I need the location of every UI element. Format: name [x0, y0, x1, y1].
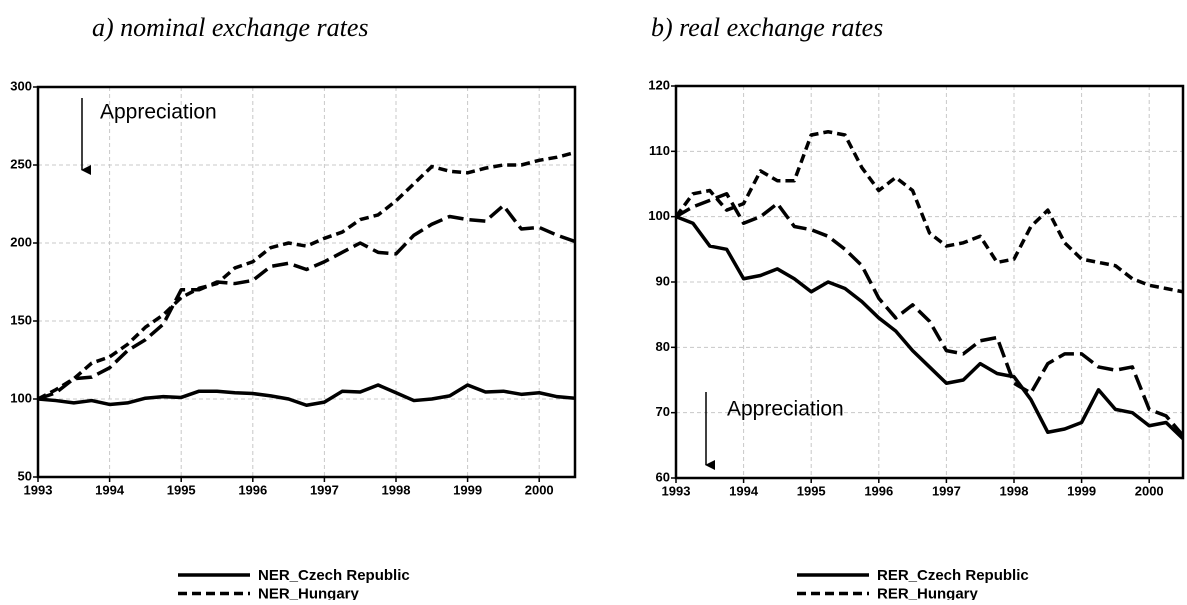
chart-title: a) nominal exchange rates	[92, 13, 369, 42]
annotation: Appreciation	[100, 101, 217, 124]
x-tick-label: 1997	[310, 482, 339, 497]
series-line	[676, 215, 1183, 441]
y-tick-label: 70	[656, 404, 670, 419]
y-tick-label: 120	[648, 77, 670, 92]
series-line	[38, 150, 575, 401]
annotation: Appreciation	[727, 398, 844, 421]
x-tick-label: 2000	[1135, 483, 1164, 498]
y-tick-label: 150	[10, 312, 32, 327]
x-tick-label: 1994	[729, 483, 759, 498]
y-tick-label: 80	[656, 339, 670, 354]
chart-title: b) real exchange rates	[651, 13, 883, 42]
y-tick-label: 110	[649, 143, 670, 158]
y-tick-label: 90	[656, 273, 670, 288]
plot-frame	[36, 85, 577, 479]
x-tick-label: 1993	[662, 483, 691, 498]
y-tick-label: 300	[10, 78, 32, 93]
x-tick-label: 1998	[382, 482, 411, 497]
series-line	[676, 192, 1183, 437]
y-tick-label: 100	[10, 390, 32, 405]
legend-label: RER_Hungary	[877, 585, 979, 600]
plot-frame	[674, 84, 1185, 480]
x-tick-label: 2000	[525, 482, 554, 497]
y-tick-label: 100	[648, 208, 670, 223]
y-tick-label: 60	[656, 469, 670, 484]
series-line	[38, 383, 575, 407]
x-tick-label: 1995	[167, 482, 196, 497]
series-line	[676, 129, 1183, 294]
y-tick-label: 250	[10, 156, 32, 171]
legend-label: NER_Hungary	[258, 585, 360, 600]
legend-label: RER_Czech Republic	[877, 567, 1029, 584]
y-tick-label: 200	[10, 234, 32, 249]
legend-label: NER_Czech Republic	[258, 567, 410, 584]
x-tick-label: 1996	[864, 483, 893, 498]
y-tick-label: 50	[18, 468, 32, 483]
x-tick-label: 1993	[24, 482, 53, 497]
x-tick-label: 1994	[95, 482, 125, 497]
x-tick-label: 1995	[797, 483, 826, 498]
x-tick-label: 1996	[238, 482, 267, 497]
x-tick-label: 1999	[1067, 483, 1096, 498]
x-tick-label: 1998	[1000, 483, 1029, 498]
x-tick-label: 1997	[932, 483, 961, 498]
series-line	[38, 203, 575, 401]
x-tick-label: 1999	[453, 482, 482, 497]
